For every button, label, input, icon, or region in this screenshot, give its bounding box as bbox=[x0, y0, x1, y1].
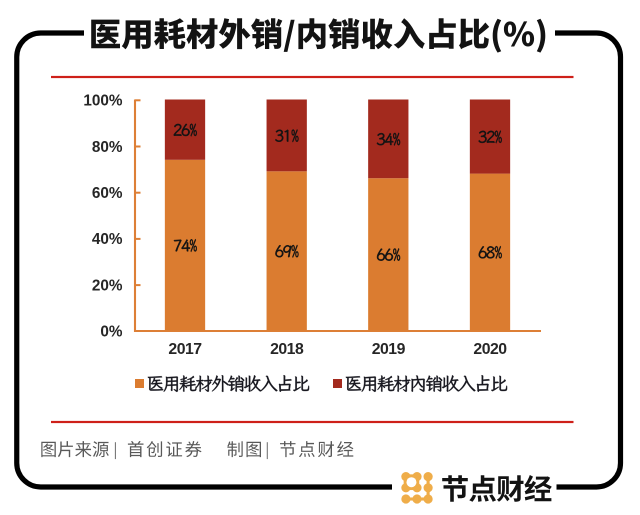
svg-text:2018: 2018 bbox=[270, 341, 304, 358]
svg-text:60%: 60% bbox=[92, 185, 123, 202]
svg-text:80%: 80% bbox=[92, 139, 123, 156]
svg-text:100%: 100% bbox=[83, 93, 123, 110]
svg-text:40%: 40% bbox=[92, 231, 123, 248]
svg-text:2019: 2019 bbox=[372, 341, 406, 358]
svg-text:20%: 20% bbox=[92, 277, 123, 294]
svg-text:2017: 2017 bbox=[168, 341, 202, 358]
svg-text:2020: 2020 bbox=[473, 341, 507, 358]
svg-text:0%: 0% bbox=[100, 324, 123, 341]
